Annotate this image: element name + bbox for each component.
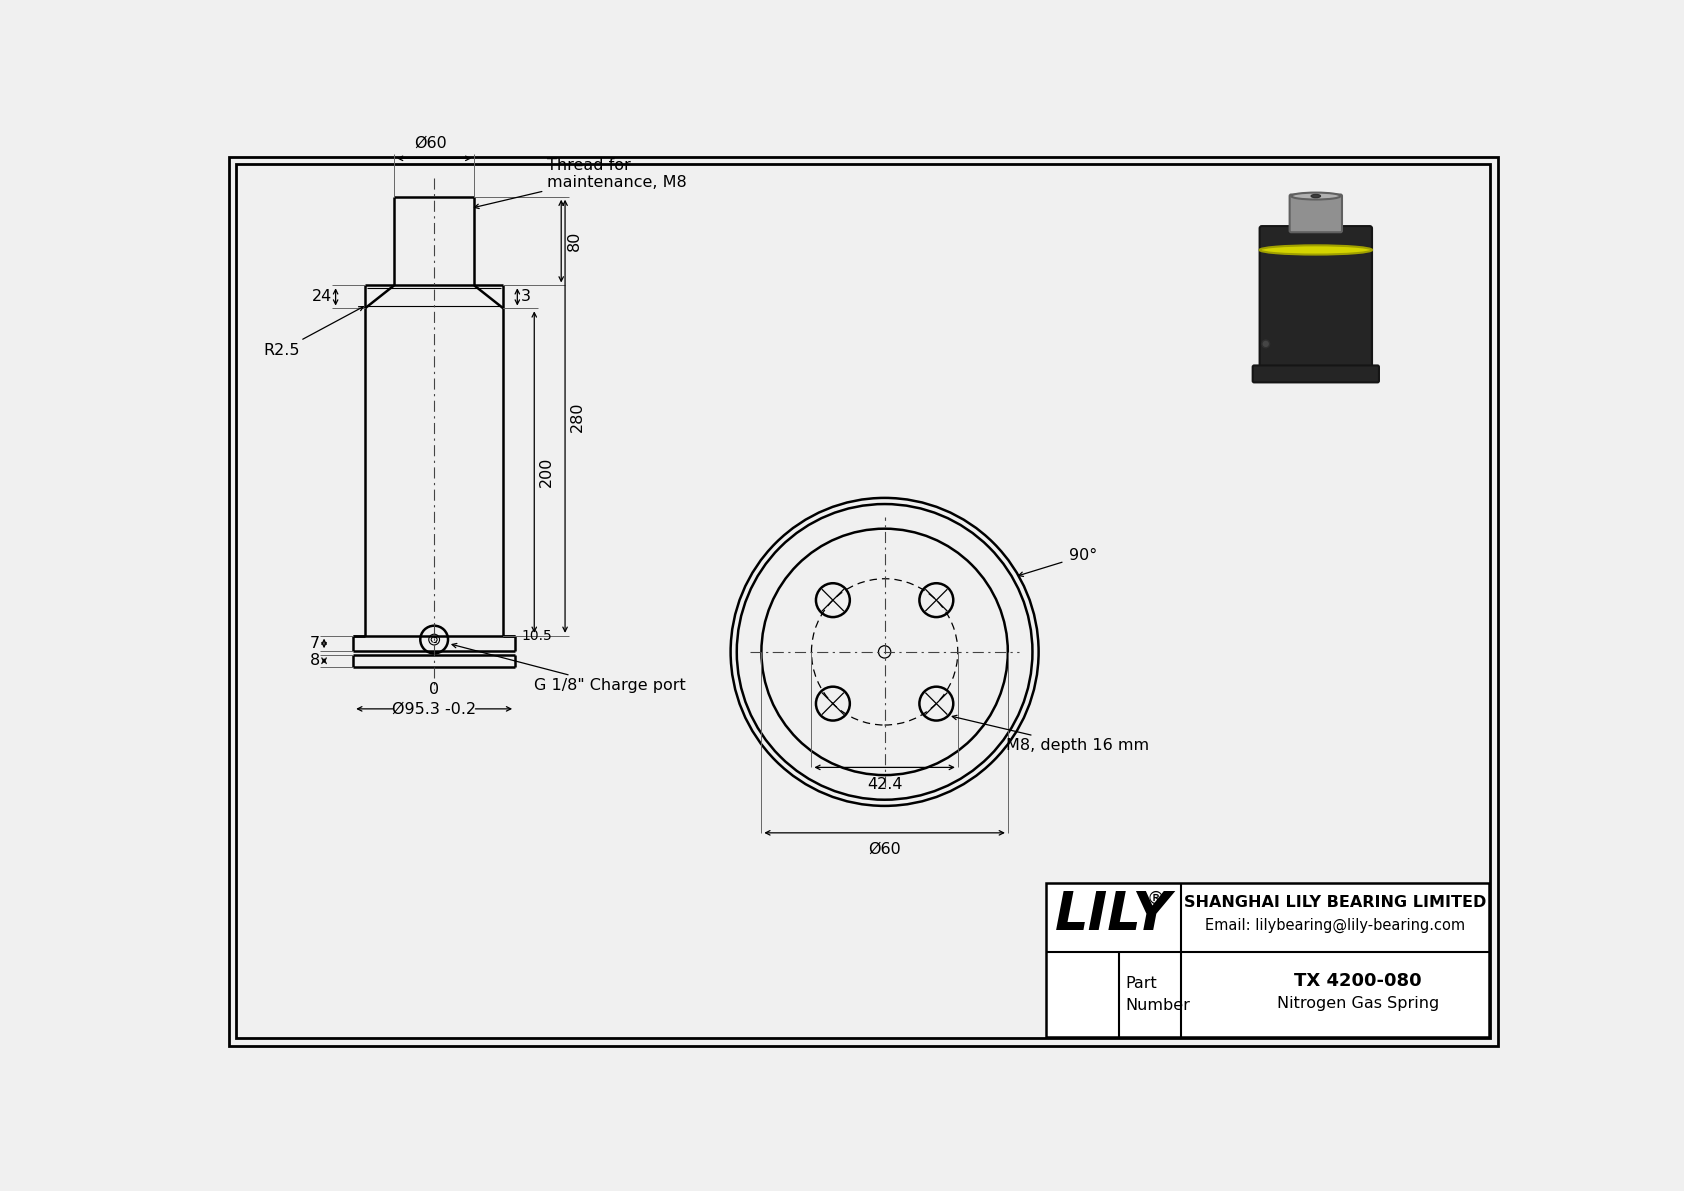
Text: 80: 80	[568, 231, 583, 251]
Text: R2.5: R2.5	[263, 306, 364, 358]
FancyBboxPatch shape	[1253, 366, 1379, 382]
Text: Email: lilybearing@lily-bearing.com: Email: lilybearing@lily-bearing.com	[1206, 917, 1465, 933]
Text: 90°: 90°	[1069, 548, 1096, 563]
Bar	[1046, 883, 1489, 1037]
Text: Ø95.3 -0.2: Ø95.3 -0.2	[392, 701, 477, 716]
FancyBboxPatch shape	[1290, 194, 1342, 232]
Text: 42.4: 42.4	[867, 777, 903, 792]
Text: Ø60: Ø60	[869, 842, 901, 858]
Text: Part
Number: Part Number	[1125, 975, 1191, 1014]
Text: 280: 280	[569, 401, 584, 431]
Text: SHANGHAI LILY BEARING LIMITED: SHANGHAI LILY BEARING LIMITED	[1184, 894, 1487, 910]
Text: LILY: LILY	[1056, 890, 1172, 941]
Text: 8: 8	[310, 653, 320, 668]
Text: TX 4200-080: TX 4200-080	[1295, 972, 1421, 990]
Ellipse shape	[1260, 245, 1372, 255]
FancyBboxPatch shape	[1260, 226, 1372, 369]
Text: 200: 200	[539, 457, 554, 487]
Text: Ø60: Ø60	[414, 136, 446, 150]
Text: 7: 7	[310, 636, 320, 651]
Text: Thread for
maintenance, M8: Thread for maintenance, M8	[475, 157, 687, 208]
Text: 10.5: 10.5	[520, 629, 552, 643]
Text: M8, depth 16 mm: M8, depth 16 mm	[951, 716, 1148, 754]
Text: 0: 0	[429, 682, 440, 697]
Ellipse shape	[1292, 193, 1340, 200]
Text: G 1/8" Charge port: G 1/8" Charge port	[451, 643, 685, 693]
Text: ®: ®	[1147, 890, 1164, 908]
Circle shape	[1261, 341, 1270, 348]
Text: Nitrogen Gas Spring: Nitrogen Gas Spring	[1276, 997, 1440, 1011]
Ellipse shape	[1312, 194, 1320, 198]
Text: 24: 24	[312, 289, 332, 305]
Text: 3: 3	[520, 289, 530, 305]
